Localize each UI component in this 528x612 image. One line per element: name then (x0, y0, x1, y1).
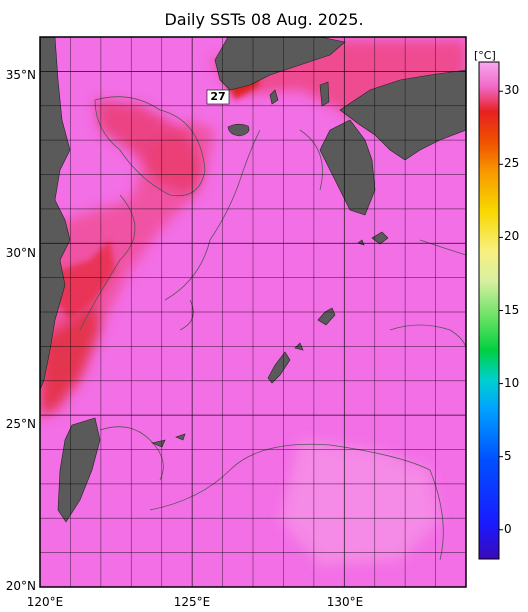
land-masses (40, 37, 466, 523)
contour-label-box (206, 89, 230, 105)
graticule (40, 37, 466, 587)
colorbar-tick-label: 25 (504, 156, 520, 171)
korea-peninsula (214, 37, 346, 91)
jeju-island (227, 123, 250, 137)
lat-label-20: 20°N (5, 579, 36, 593)
contour-label: 27 (210, 90, 226, 103)
lat-label-25: 25°N (5, 417, 36, 431)
lon-label-120: 120°E (26, 595, 64, 609)
colorbar-tick-marks (499, 90, 503, 531)
tsushima-island (269, 89, 279, 105)
map-frame (39, 36, 467, 588)
lon-label-130: 130°E (326, 595, 364, 609)
colorbar-tick-label: 0 (504, 521, 512, 536)
colorbar-tick-label: 30 (504, 83, 520, 98)
colorbar (478, 61, 500, 560)
colorbar-unit: [°C] (474, 49, 496, 62)
lat-label-35: 35°N (5, 68, 36, 82)
lat-label-30: 30°N (5, 246, 36, 260)
china-mainland (40, 37, 71, 391)
colorbar-tick-label: 5 (504, 448, 512, 463)
map-title: Daily SSTs 08 Aug. 2025. (164, 10, 364, 29)
colorbar-tick-label: 15 (504, 302, 520, 317)
colorbar-tick-label: 10 (504, 375, 520, 390)
lon-label-125: 125°E (173, 595, 211, 609)
taiwan (57, 417, 101, 523)
colorbar-tick-label: 20 (504, 229, 520, 244)
kyushu (319, 119, 376, 216)
okinawa-island (267, 351, 291, 384)
